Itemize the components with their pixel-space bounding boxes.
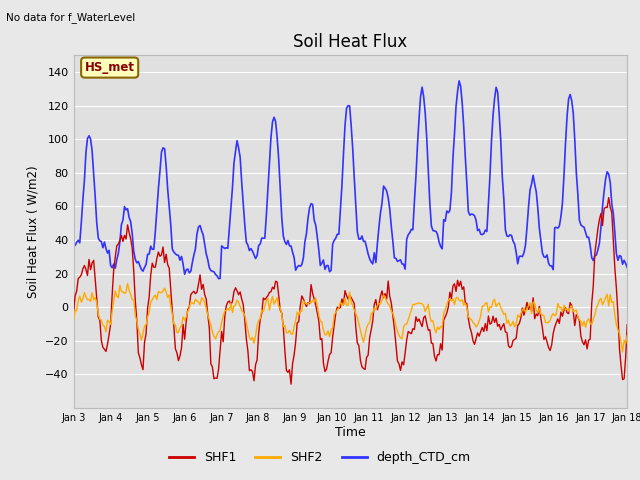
Y-axis label: Soil Heat Flux ( W/m2): Soil Heat Flux ( W/m2) <box>27 165 40 298</box>
Text: HS_met: HS_met <box>84 61 134 74</box>
Text: No data for f_WaterLevel: No data for f_WaterLevel <box>6 12 136 23</box>
Title: Soil Heat Flux: Soil Heat Flux <box>293 33 408 51</box>
X-axis label: Time: Time <box>335 426 366 439</box>
Legend: SHF1, SHF2, depth_CTD_cm: SHF1, SHF2, depth_CTD_cm <box>164 446 476 469</box>
